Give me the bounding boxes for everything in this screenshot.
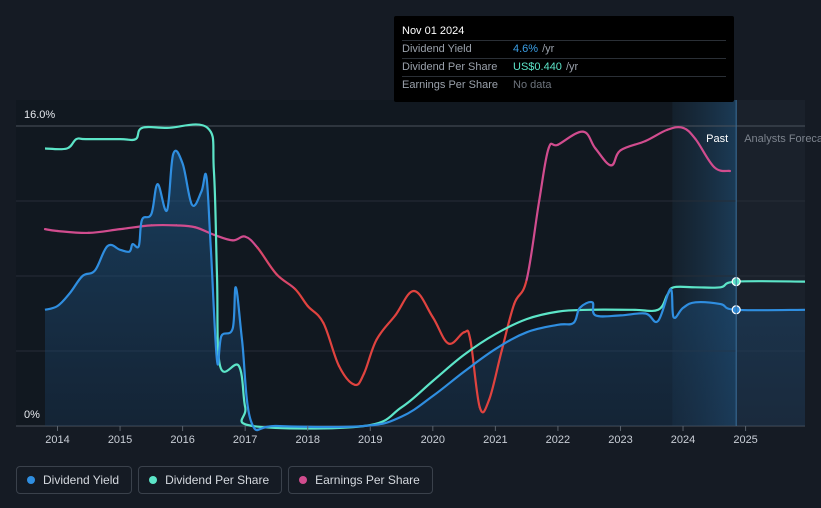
earnings-per-share-line-segment (556, 130, 585, 146)
legend-dot-icon (149, 476, 158, 484)
tooltip-row-dividend-yield: Dividend Yield 4.6% /yr (402, 40, 726, 58)
earnings-per-share-line-segment (275, 273, 297, 291)
tooltip-row-value: 4.6% (513, 43, 539, 55)
earnings-per-share-line-segment (478, 398, 491, 414)
earnings-per-share-line-segment (547, 142, 560, 150)
earnings-per-share-line-segment (694, 138, 716, 169)
y-tick-label-zero: 0% (24, 409, 40, 421)
earnings-per-share-line-segment (322, 321, 341, 368)
x-tick-label: 2014 (45, 434, 69, 446)
earnings-per-share-line-segment (375, 314, 397, 341)
legend: Dividend Yield Dividend Per Share Earnin… (16, 466, 433, 494)
earnings-per-share-line-segment (447, 331, 466, 345)
earnings-per-share-line-segment (412, 289, 434, 319)
tooltip-row-label: Dividend Per Share (402, 61, 498, 73)
tooltip-row-unit: /yr (542, 43, 555, 55)
earnings-per-share-line-segment (619, 139, 647, 152)
earnings-per-share-line-segment (294, 288, 309, 308)
earnings-per-share-line-segment (337, 364, 356, 386)
x-tick-label: 2022 (546, 434, 570, 446)
earnings-per-share-line-segment (681, 126, 697, 141)
earnings-per-share-line-segment (353, 372, 366, 387)
x-tick-label: 2025 (733, 434, 757, 446)
earnings-per-share-line-segment (362, 338, 378, 375)
earnings-per-share-line-segment (87, 228, 122, 234)
earnings-per-share-line-segment (394, 289, 416, 317)
legend-label: Dividend Per Share (165, 473, 270, 487)
y-axis: 16.0% 0% (24, 109, 55, 421)
x-tick-label: 2023 (608, 434, 632, 446)
legend-dot-icon (27, 476, 35, 484)
earnings-per-share-line-segment (500, 303, 516, 353)
x-axis: 2014 2015 2016 2017 2018 2019 2020 2021 2022 2023… (45, 426, 758, 446)
earnings-per-share-line-segment (513, 278, 528, 306)
earnings-per-share-line-segment (43, 228, 59, 233)
tooltip-date: Nov 01 2024 (402, 25, 465, 37)
dividend-yield-line (44, 149, 806, 432)
earnings-per-share-line-segment (538, 147, 550, 203)
x-tick-label: 2018 (295, 434, 319, 446)
legend-item-earnings-per-share[interactable]: Earnings Per Share (288, 466, 433, 494)
earnings-per-share-line-segment (469, 338, 481, 409)
earnings-per-share-line-segment (594, 147, 613, 167)
tooltip-row-label: Dividend Yield (402, 43, 472, 55)
tooltip-row-unit: /yr (565, 61, 579, 73)
earnings-per-share-line-segment (609, 149, 622, 167)
earnings-per-share-line-segment (431, 316, 450, 345)
earnings-per-share-line-segment (525, 199, 541, 281)
series-layer (43, 123, 806, 432)
hover-tooltip: Nov 01 2024 Dividend Yield 4.6% /yr Divi… (394, 16, 734, 102)
legend-label: Dividend Yield (43, 473, 120, 487)
earnings-per-share-line-segment (175, 224, 197, 229)
earnings-per-share-line-segment (488, 349, 503, 401)
earnings-per-share-line-segment (644, 128, 669, 143)
x-tick-label: 2024 (671, 434, 695, 446)
dividend-yield-area (45, 150, 805, 431)
tooltip-row-value: US$0.440 (513, 61, 562, 73)
y-tick-label-top: 16.0% (24, 109, 55, 121)
analysts-forecasts-label: Analysts Forecasts (744, 133, 821, 145)
earnings-per-share-line-segment (244, 235, 259, 249)
earnings-per-share-line-segment (306, 304, 325, 324)
legend-dot-icon (299, 476, 308, 484)
x-tick-label: 2016 (170, 434, 194, 446)
earnings-per-share-line-segment (118, 224, 153, 231)
x-tick-label: 2021 (483, 434, 507, 446)
earnings-per-share-line-segment (713, 166, 732, 173)
earnings-per-share-line-segment (462, 329, 472, 341)
tooltip-row-dividend-per-share: Dividend Per Share US$0.440 /yr (402, 58, 726, 76)
tooltip-row-label: Earnings Per Share (402, 79, 498, 91)
x-tick-label: 2015 (108, 434, 132, 446)
x-tick-label: 2020 (421, 434, 445, 446)
earnings-per-share-line-segment (194, 226, 215, 236)
earnings-per-share-line-segment (581, 130, 597, 150)
earnings-per-share-line-segment (666, 126, 685, 131)
earnings-per-share-line-segment (56, 229, 90, 235)
x-tick-label: 2019 (358, 434, 382, 446)
legend-label: Earnings Per Share (315, 473, 420, 487)
tooltip-row-earnings-per-share: Earnings Per Share No data (402, 76, 726, 94)
earnings-per-share-line-segment (256, 246, 278, 276)
past-label: Past (706, 133, 728, 145)
tooltip-row-value: No data (513, 79, 552, 91)
x-tick-label: 2017 (233, 434, 257, 446)
legend-item-dividend-per-share[interactable]: Dividend Per Share (138, 466, 283, 494)
legend-item-dividend-yield[interactable]: Dividend Yield (16, 466, 133, 494)
